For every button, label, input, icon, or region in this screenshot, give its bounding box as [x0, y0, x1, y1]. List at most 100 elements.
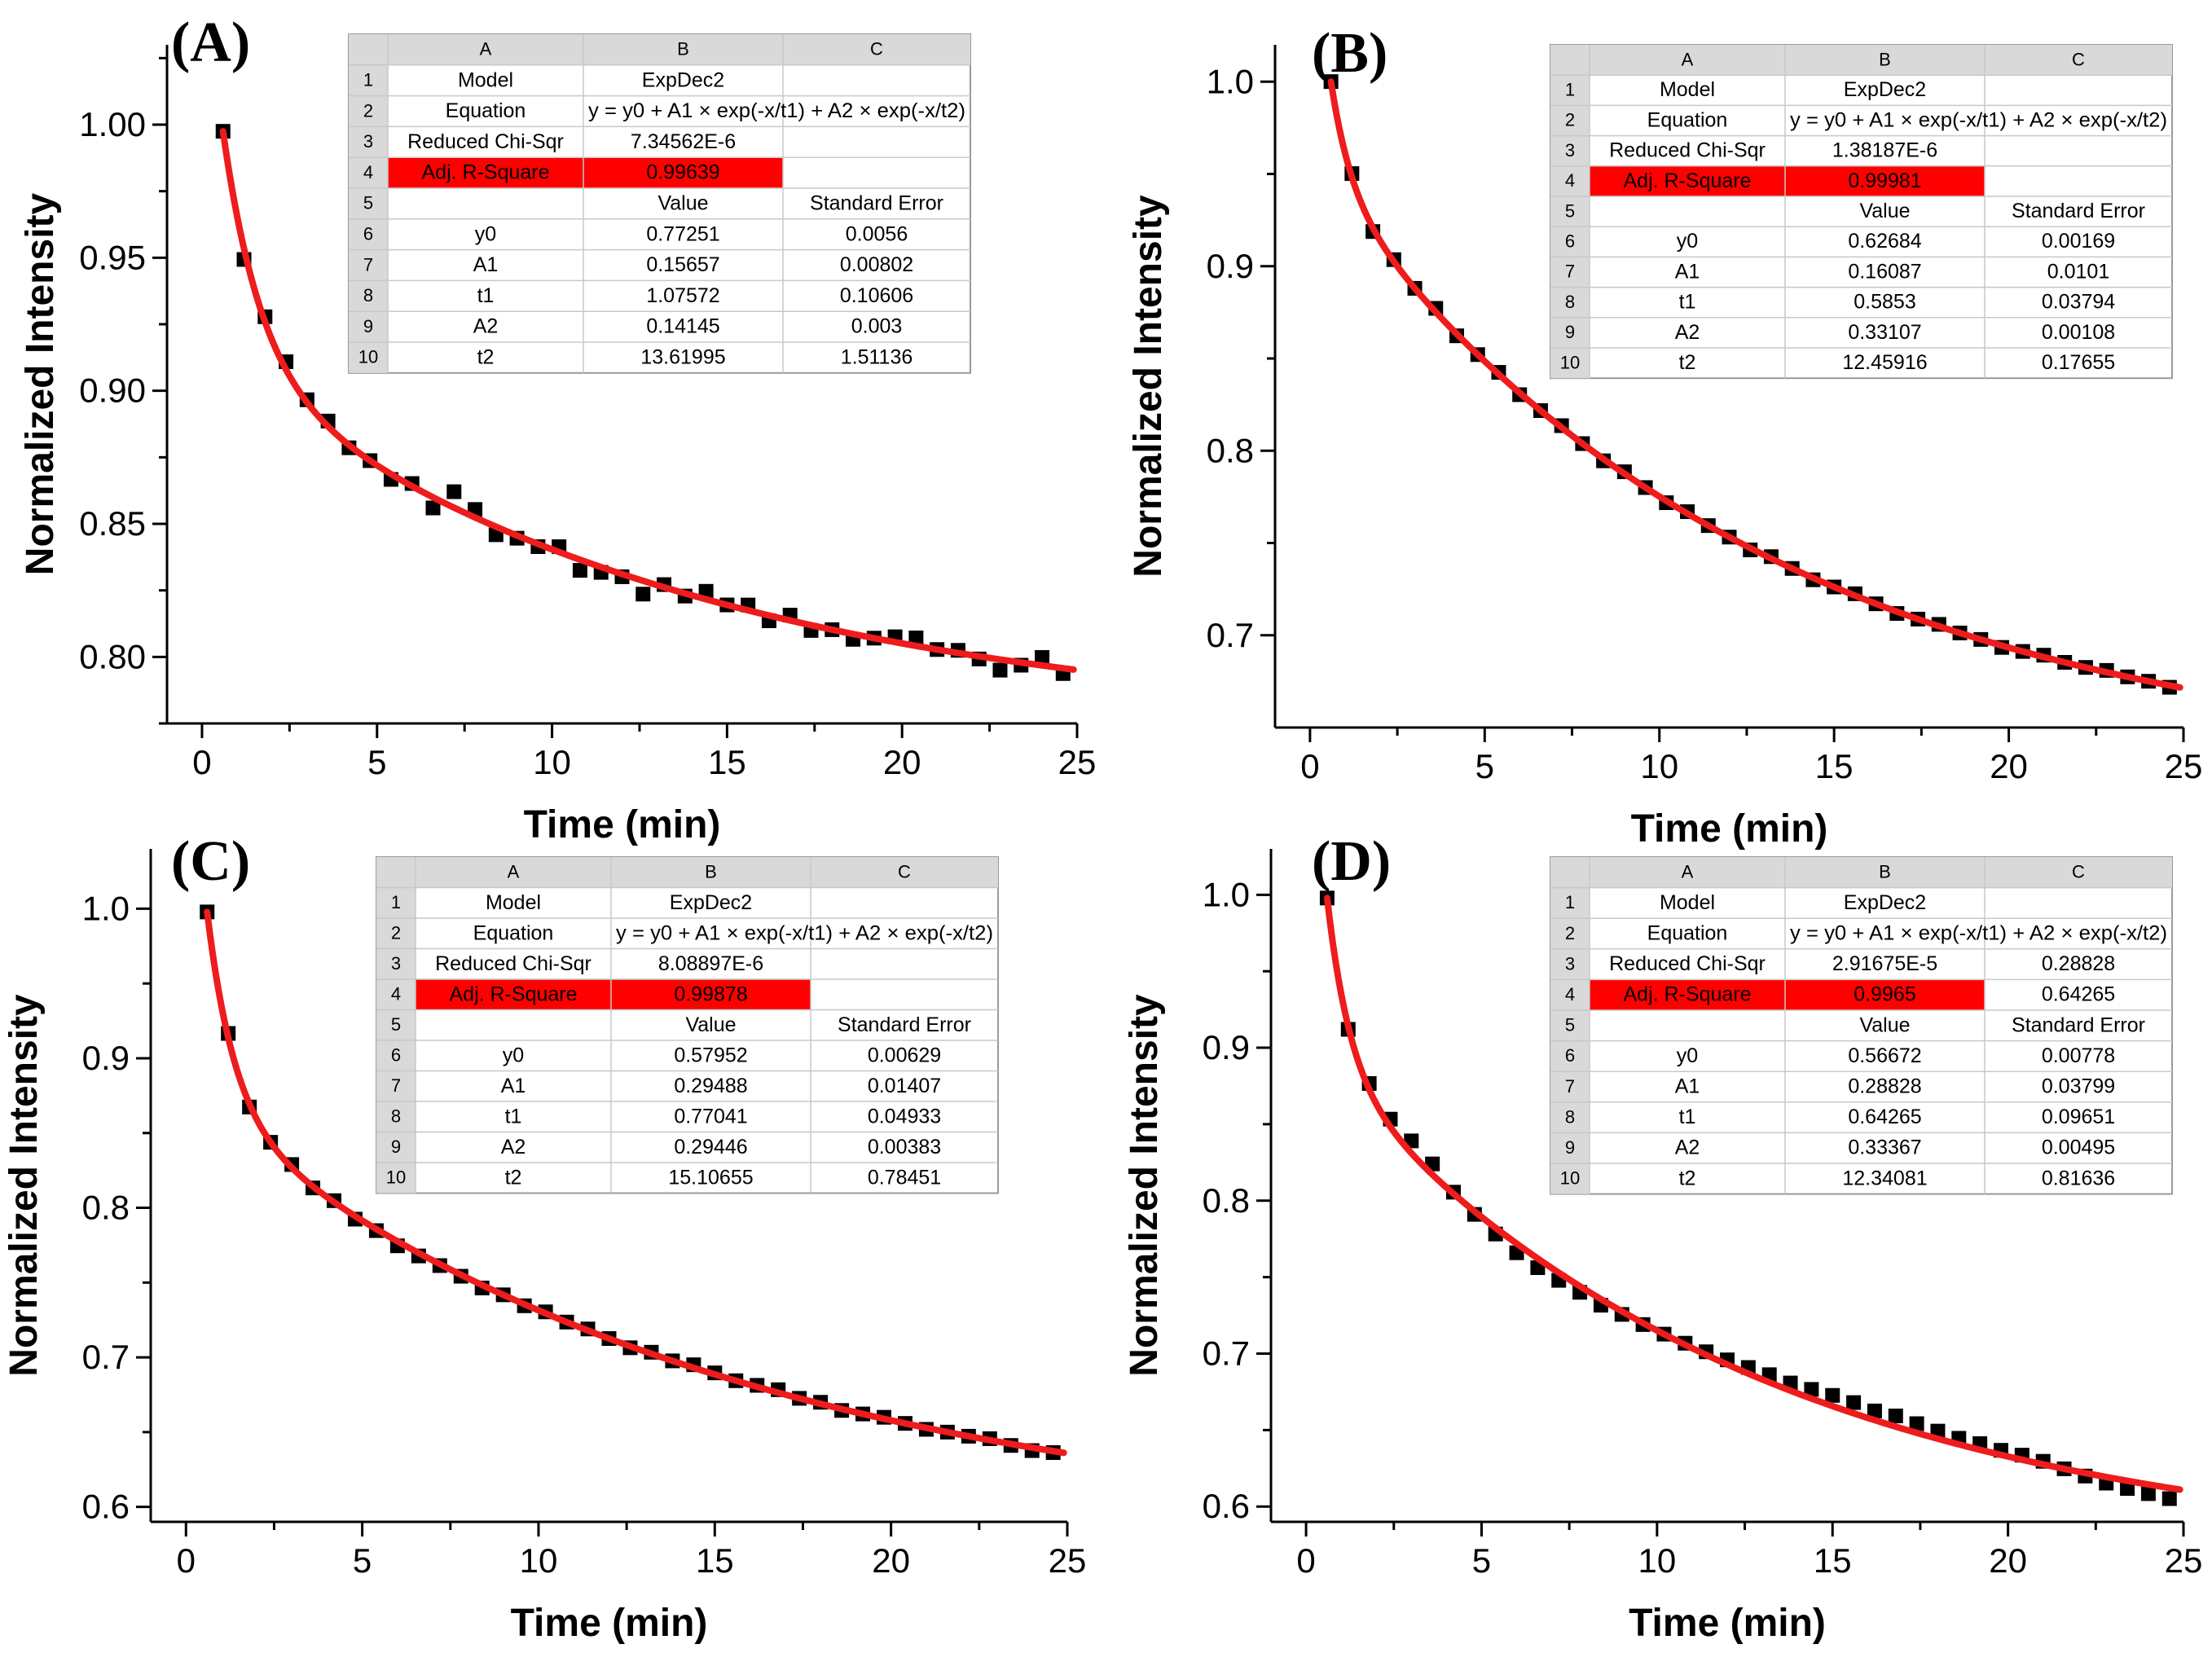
panel-label: (A) — [171, 11, 250, 74]
table-row-number: 1 — [391, 892, 401, 912]
adj-r-square-highlight — [416, 979, 811, 1010]
table-background — [348, 33, 971, 374]
param-value: 0.29488 — [674, 1075, 747, 1097]
equation-text: y = y0 + A1 × exp(-x/t1) + A2 × exp(-x/t… — [588, 99, 965, 122]
table-column-header: A — [1682, 49, 1694, 69]
param-value: 0.64265 — [1848, 1106, 1921, 1128]
equation-text: y = y0 + A1 × exp(-x/t1) + A2 × exp(-x/t… — [1790, 922, 2167, 945]
param-value: 0.77251 — [646, 222, 719, 245]
y-axis-title: Normalized Intensity — [2, 994, 46, 1377]
adj-r-square-highlight — [1590, 979, 1985, 1010]
param-standard-error: 0.00778 — [2042, 1044, 2115, 1067]
x-tick-label: 25 — [1058, 743, 1097, 781]
param-standard-error: 0.03794 — [2042, 291, 2115, 314]
adj-r-square-label: Adj. R-Square — [449, 983, 577, 1005]
table-column-header: B — [1879, 862, 1891, 882]
data-point — [992, 662, 1008, 678]
table-row-number: 3 — [391, 953, 401, 974]
equation-text: y = y0 + A1 × exp(-x/t1) + A2 × exp(-x/t… — [1790, 108, 2167, 131]
x-tick-label: 0 — [1296, 1541, 1315, 1580]
value-header: Value — [1859, 200, 1910, 222]
param-value: 0.28828 — [1848, 1075, 1921, 1098]
param-name: A1 — [501, 1075, 526, 1097]
data-point — [908, 631, 924, 646]
table-row-number: 7 — [363, 254, 373, 275]
param-value: 12.34081 — [1842, 1167, 1927, 1189]
reduced-chi-sqr-value: 7.34562E-6 — [631, 130, 736, 153]
table-column-header: C — [898, 862, 911, 882]
y-tick-label: 0.80 — [79, 637, 146, 675]
param-standard-error: 0.09651 — [2042, 1106, 2115, 1128]
table-row-number: 6 — [1565, 231, 1575, 251]
fit-curve — [219, 128, 1077, 673]
fit-curve — [1327, 78, 2183, 691]
reduced-chi-sqr-label: Reduced Chi-Sqr — [407, 130, 564, 153]
table-row-number: 5 — [363, 193, 373, 213]
y-tick-label: 0.9 — [82, 1039, 130, 1077]
x-tick-label: 20 — [1990, 747, 2028, 785]
table-row-number: 8 — [1565, 1106, 1575, 1127]
y-tick-label: 0.85 — [79, 504, 146, 543]
standard-error-header: Standard Error — [2012, 1013, 2145, 1036]
param-value: 0.5853 — [1854, 291, 1915, 314]
table-row-number: 5 — [1565, 1015, 1575, 1035]
x-tick-label: 0 — [1300, 747, 1319, 785]
value-header: Value — [657, 191, 708, 214]
table-row-number: 5 — [1565, 200, 1575, 221]
param-name: A2 — [1675, 1136, 1700, 1159]
table-row-number: 3 — [1565, 140, 1575, 160]
param-value: 1.07572 — [646, 284, 719, 307]
param-value: 0.16087 — [1848, 260, 1921, 283]
y-tick-label: 0.6 — [1203, 1487, 1250, 1525]
standard-error-header: Standard Error — [838, 1013, 971, 1036]
y-tick-label: 0.7 — [1207, 616, 1254, 654]
y-axis-title: Normalized Intensity — [19, 192, 62, 575]
param-name: A1 — [1675, 1075, 1700, 1098]
param-value: 0.33107 — [1848, 321, 1921, 344]
param-name: t2 — [1679, 1167, 1696, 1189]
model-label: Model — [458, 68, 513, 91]
table-column-header: A — [1682, 862, 1694, 882]
fit-results-table: A B C 1 2 3 4 5 6 7 8 9 10 Model ExpDec2 Equation y = y0… — [348, 33, 971, 374]
table-header-row — [376, 857, 998, 888]
panel-label: (B) — [1312, 22, 1387, 85]
data-point — [1804, 1382, 1819, 1397]
table-row-number: 4 — [363, 162, 373, 182]
table-row-number: 10 — [1560, 1168, 1580, 1189]
fit-results-table: A B C 1 2 3 4 5 6 7 8 9 10 Model ExpDec2 Equation y = y0… — [1550, 44, 2173, 380]
table-row-number: 8 — [391, 1106, 401, 1127]
param-name: t1 — [505, 1105, 522, 1128]
param-standard-error: 0.78451 — [868, 1166, 941, 1189]
adj-r-square-label: Adj. R-Square — [421, 161, 549, 184]
x-tick-label: 15 — [1815, 747, 1854, 785]
param-standard-error: 0.00108 — [2042, 321, 2115, 344]
table-row-number: 9 — [1565, 1137, 1575, 1158]
equation-label: Equation — [1647, 108, 1728, 131]
x-tick-label: 5 — [1475, 747, 1494, 785]
data-point — [1825, 1387, 1840, 1403]
data-point — [1846, 1395, 1862, 1410]
param-standard-error: 0.01407 — [868, 1075, 941, 1097]
y-tick-label: 0.95 — [79, 238, 146, 276]
param-name: t1 — [1679, 1106, 1696, 1128]
table-row-number: 9 — [391, 1136, 401, 1157]
data-point — [425, 500, 441, 516]
table-row-number: 2 — [391, 923, 401, 943]
data-point — [1909, 1416, 1924, 1431]
param-standard-error: 0.00169 — [2042, 230, 2115, 253]
table-column-header: B — [705, 862, 717, 882]
y-axis-title: Normalized Intensity — [1123, 994, 1166, 1377]
table-row-number: 2 — [1565, 110, 1575, 130]
adj-r-square-highlight — [388, 157, 783, 188]
table-row-number: 7 — [391, 1075, 401, 1096]
x-axis-title: Time (min) — [1631, 807, 1828, 851]
y-axis-title: Normalized Intensity — [1127, 195, 1170, 578]
table-rownum-column — [376, 857, 416, 1194]
y-tick-label: 0.7 — [82, 1338, 130, 1376]
x-tick-label: 20 — [883, 743, 921, 781]
y-tick-label: 1.0 — [82, 889, 130, 927]
adj-r-square-value: 0.99639 — [646, 161, 719, 184]
reduced-chi-sqr-label: Reduced Chi-Sqr — [435, 952, 591, 975]
fit-results-table: A B C 1 2 3 4 5 6 7 8 9 10 Model ExpDec2 Equation y = y0… — [376, 856, 999, 1194]
